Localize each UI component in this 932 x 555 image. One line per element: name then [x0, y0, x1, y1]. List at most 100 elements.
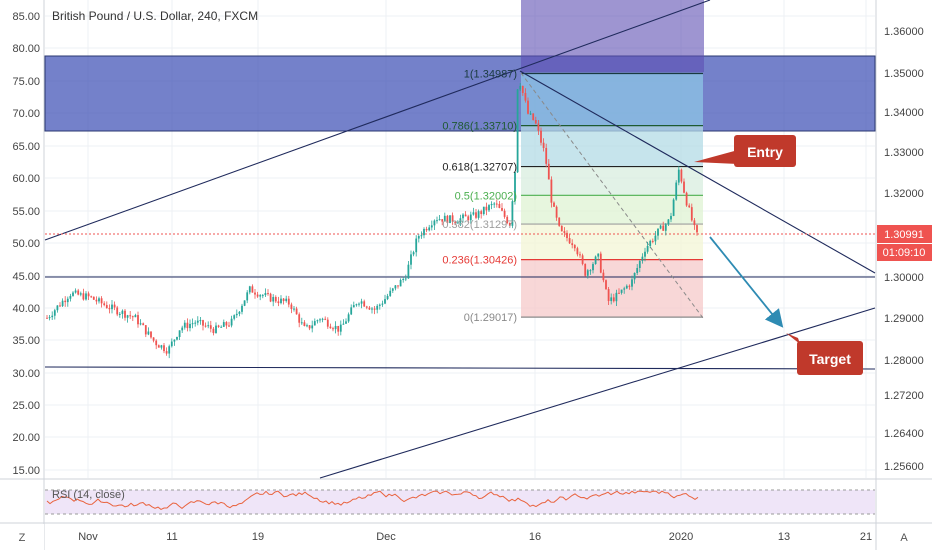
candle-body	[680, 169, 683, 182]
time-axis-tick: 2020	[669, 531, 693, 543]
candle-body	[599, 253, 602, 273]
candle-body	[553, 202, 555, 207]
candle-body	[261, 295, 264, 297]
candle-body	[61, 300, 64, 307]
left-axis-tick: 50.00	[12, 238, 40, 250]
candle-body	[506, 216, 509, 224]
right-axis-tick: 1.25600	[884, 461, 924, 473]
left-axis-tick: 75.00	[12, 76, 40, 88]
candle-body	[238, 311, 241, 314]
candle-body	[514, 172, 516, 202]
candle-body	[425, 228, 428, 231]
time-axis-tick: 19	[252, 531, 264, 543]
candle-body	[111, 304, 113, 310]
left-axis-tick: 60.00	[12, 173, 40, 185]
candle-body	[417, 236, 420, 239]
candle-body	[350, 307, 353, 315]
chart-title: British Pound / U.S. Dollar, 240, FXCM	[52, 9, 258, 23]
candle-body	[365, 306, 368, 308]
candle-body	[303, 322, 306, 327]
candle-body	[176, 337, 178, 340]
candle-body	[168, 346, 171, 354]
candle-body	[485, 206, 488, 211]
candle-body	[207, 325, 210, 327]
left-axis-tick: 55.00	[12, 206, 40, 218]
candle-body	[488, 205, 490, 211]
time-axis-tick: Dec	[376, 531, 396, 543]
candle-body	[397, 285, 399, 287]
left-axis-tick: 15.00	[12, 465, 40, 477]
left-axis-tick: 80.00	[12, 43, 40, 55]
candle-body	[537, 123, 540, 131]
candle-body	[566, 232, 568, 239]
candle-body	[394, 285, 397, 289]
candle-body	[274, 297, 277, 302]
candle-body	[443, 215, 446, 222]
candle-body	[628, 285, 631, 287]
candle-body	[152, 337, 155, 341]
candle-body	[495, 203, 498, 205]
candle-body	[358, 303, 360, 305]
candle-body	[389, 290, 392, 296]
candle-body	[644, 251, 646, 257]
last-price-tag: 1.30991 01:09:10	[877, 225, 932, 261]
candle-body	[277, 301, 280, 304]
candle-body	[287, 298, 290, 305]
entry-callout[interactable]: Entry	[694, 135, 796, 167]
candle-body	[649, 240, 652, 246]
candle-body	[170, 341, 173, 347]
grid	[45, 0, 875, 478]
candle-body	[160, 345, 163, 348]
candle-body	[85, 293, 87, 300]
time-axis-tick: 11	[166, 531, 177, 543]
auto-scale-button[interactable]: A	[877, 524, 932, 550]
right-axis[interactable]: 1.36000 1.35000 1.34000 1.33000 1.32000 1.300…	[884, 26, 924, 473]
candle-body	[690, 207, 693, 221]
candle-body	[342, 323, 345, 325]
candle-body	[59, 305, 61, 307]
zoom-button[interactable]: Z	[0, 524, 44, 550]
candle-body	[579, 254, 581, 256]
candles	[46, 83, 698, 359]
candle-body	[451, 215, 454, 222]
fib-zone	[521, 195, 703, 225]
candle-body	[399, 279, 402, 287]
candle-body	[592, 264, 594, 271]
candle-body	[631, 279, 633, 287]
candle-body	[456, 222, 459, 224]
candle-body	[472, 212, 475, 215]
time-axis-tick: 21	[860, 531, 872, 543]
candle-body	[625, 285, 628, 289]
candle-body	[480, 211, 483, 215]
candle-body	[108, 308, 111, 310]
candle-body	[77, 290, 80, 295]
candle-body	[282, 298, 285, 302]
candle-body	[150, 331, 152, 338]
left-axis[interactable]: 85.00 80.00 75.00 70.00 65.00 60.00 55.00 50.00…	[12, 11, 40, 477]
candle-body	[48, 317, 51, 319]
right-axis-tick: 1.30000	[884, 272, 924, 284]
candle-body	[121, 310, 124, 314]
candle-body	[516, 89, 519, 173]
fib-level-label: 1(1.34987)	[464, 69, 517, 81]
candle-body	[542, 142, 545, 148]
candle-body	[87, 293, 90, 297]
candle-body	[571, 243, 574, 246]
candle-body	[501, 208, 503, 211]
target-label: Target	[809, 351, 851, 367]
target-callout[interactable]: Target	[786, 333, 863, 375]
candle-body	[113, 304, 116, 308]
candle-body	[105, 305, 108, 309]
candle-body	[508, 223, 511, 226]
fibonacci-retracement	[521, 72, 703, 318]
candle-body	[165, 351, 168, 354]
candle-body	[69, 295, 72, 299]
candle-body	[134, 315, 137, 318]
candle-body	[677, 169, 680, 183]
support-line-lower	[44, 366, 876, 370]
candle-body	[352, 305, 355, 308]
time-axis[interactable]: Nov 11 19 Dec 16 2020 13 21	[78, 531, 872, 543]
candle-body	[430, 225, 433, 228]
